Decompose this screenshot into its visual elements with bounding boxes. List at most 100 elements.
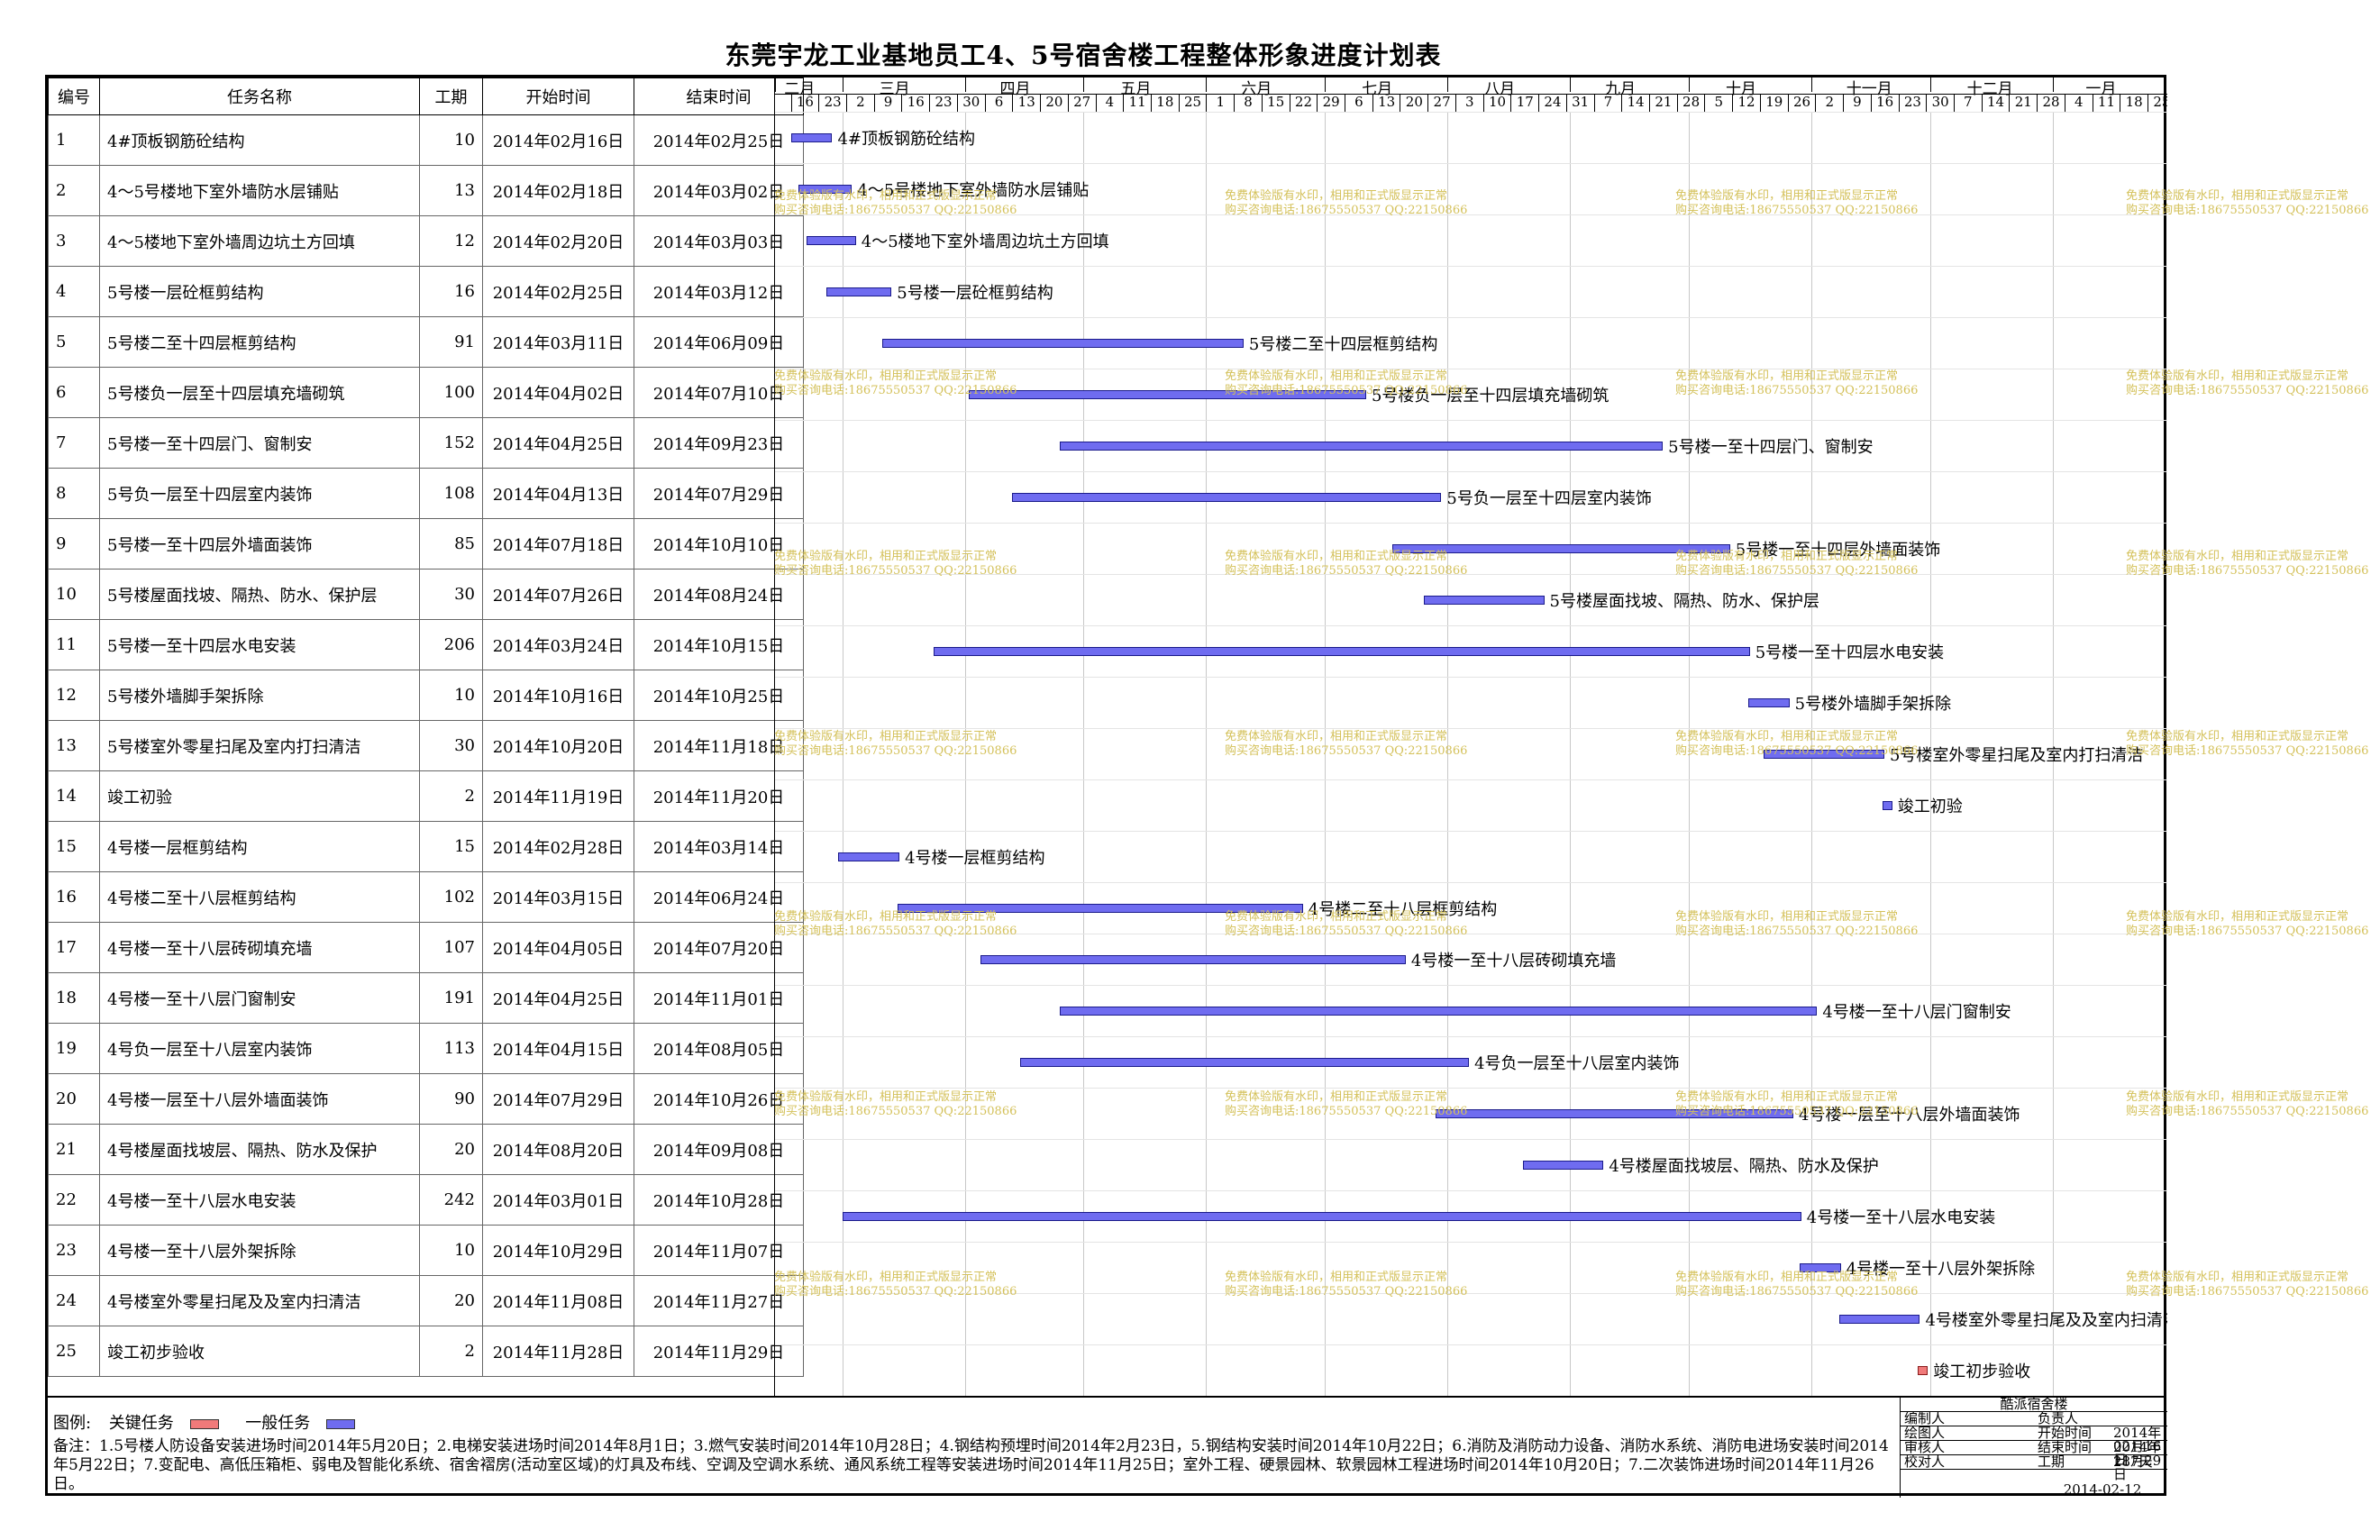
task-bar[interactable] (969, 389, 1366, 399)
task-table: 编号 任务名称 工期 开始时间 结束时间 1 4#顶板钢筋砼结构 10 2014年02… (48, 77, 804, 1377)
task-bar[interactable] (790, 132, 833, 142)
table-row: 14 竣工初验 2 2014年11月19日 2014年11月20日 (48, 770, 804, 822)
cell-start: 2014年07月29日 (482, 1073, 634, 1125)
bar-label: 5号楼一至十四层水电安装 (1755, 642, 1945, 662)
cell-id: 19 (48, 1023, 100, 1074)
cell-start: 2014年10月20日 (482, 720, 634, 771)
month-gridline (2052, 112, 2054, 1396)
task-bar[interactable] (1522, 1160, 1604, 1170)
row-gridline (775, 471, 2167, 472)
task-bar[interactable] (1435, 1108, 1793, 1118)
task-bar[interactable] (898, 903, 1303, 913)
task-bar[interactable] (1060, 441, 1664, 451)
critical-task-bar[interactable] (1918, 1365, 1929, 1375)
day-tick: 25 (1178, 94, 1207, 112)
task-bar[interactable] (838, 852, 900, 861)
cell-name: 5号楼外墙脚手架拆除 (99, 670, 420, 721)
info-row: 审核人 结束时间 2014年11月29日 (1901, 1441, 2167, 1481)
cell-duration: 108 (419, 468, 483, 519)
table-row: 24 4号楼室外零星扫尾及及室内扫清洁 20 2014年11月08日 2014年11月2… (48, 1275, 804, 1326)
bar-label: 5号楼二至十四层框剪结构 (1248, 334, 1438, 354)
gantt-chart: 二月 三月 四月 五月 六月 七月 八月 九月 十月 十一月 十二月 一月 16 23 2 9 16 23 30 6… (774, 77, 2167, 1396)
day-tick: 26 (1787, 94, 1816, 112)
bar-label: 4号楼一层框剪结构 (905, 848, 1045, 868)
cell-duration: 10 (419, 114, 483, 166)
row-gridline (775, 1344, 2167, 1345)
day-tick: 18 (2120, 94, 2147, 112)
task-bar[interactable] (1882, 800, 1892, 810)
page-title: 东莞宇龙工业基地员工4、5号宿舍楼工程整体形象进度计划表 (725, 41, 1442, 70)
day-tick: 21 (1649, 94, 1677, 112)
task-bar[interactable] (1799, 1262, 1841, 1272)
day-tick: 7 (1953, 94, 1982, 112)
day-tick: 11 (2092, 94, 2120, 112)
cell-end: 2014年03月02日 (634, 165, 804, 216)
cell-start: 2014年10月16日 (482, 670, 634, 721)
cell-start: 2014年04月02日 (482, 367, 634, 418)
month-label: 七月 (1325, 77, 1447, 98)
row-gridline (775, 1242, 2167, 1243)
day-tick: 4 (1095, 94, 1124, 112)
task-bar[interactable] (842, 1211, 1801, 1221)
bar-label: 5号楼负一层至十四层填充墙砌筑 (1371, 386, 1609, 406)
cell-name: 4～5楼地下室外墙周边坑土方回填 (99, 215, 420, 267)
table-row: 15 4号楼一层框剪结构 15 2014年02月28日 2014年03月14日 (48, 821, 804, 872)
cell-duration: 2 (419, 1326, 483, 1377)
task-bar[interactable] (1391, 543, 1730, 553)
task-bar[interactable] (1020, 1057, 1470, 1067)
cell-duration: 10 (419, 1225, 483, 1276)
cell-name: 5号楼二至十四层框剪结构 (99, 316, 420, 368)
header-name: 任务名称 (99, 77, 420, 115)
cell-name: 竣工初验 (99, 770, 420, 822)
cell-id: 24 (48, 1275, 100, 1326)
task-bar[interactable] (1012, 492, 1442, 502)
task-bar[interactable] (826, 287, 892, 296)
task-bar[interactable] (1060, 1006, 1818, 1016)
row-gridline (775, 1190, 2167, 1191)
cell-duration: 191 (419, 972, 483, 1024)
day-tick: 31 (1565, 94, 1594, 112)
cell-name: 4号楼屋面找坡层、隔热、防水及保护 (99, 1124, 420, 1175)
table-row: 9 5号楼一至十四层外墙面装饰 85 2014年07月18日 2014年10月10日 (48, 518, 804, 570)
task-bar[interactable] (980, 954, 1406, 964)
footer: 图例: 关键任务 一般任务 备注：1.5号楼人防设备安装进场时间2014年5月2… (48, 1396, 2167, 1498)
schedule-frame: 编号 任务名称 工期 开始时间 结束时间 1 4#顶板钢筋砼结构 10 2014年02… (45, 75, 2368, 1498)
table-row: 19 4号负一层至十八层室内装饰 113 2014年04月15日 2014年08月05日 (48, 1023, 804, 1074)
cell-end: 2014年10月26日 (634, 1073, 804, 1125)
cell-duration: 16 (419, 266, 483, 317)
cell-duration: 20 (419, 1275, 483, 1326)
header-duration: 工期 (419, 77, 483, 115)
month-gridline (1929, 112, 1931, 1396)
day-tick: 3 (1454, 94, 1483, 112)
task-bar[interactable] (881, 338, 1244, 348)
day-tick: 29 (1317, 94, 1345, 112)
day-tick: 1 (1206, 94, 1234, 112)
bar-label: 4号楼屋面找坡层、隔热、防水及保护 (1609, 1156, 1879, 1176)
info-start-date: 2014年02月16日 (2113, 1425, 2162, 1468)
task-bar[interactable] (1764, 749, 1884, 759)
month-label: 十一月 (1810, 77, 1930, 98)
task-bar[interactable] (807, 235, 856, 245)
cell-name: 4号楼一至十八层水电安装 (99, 1174, 420, 1226)
month-gridline (1688, 112, 1690, 1396)
bar-label: 竣工初步验收 (1933, 1362, 2031, 1381)
info-value: 开始时间 (2038, 1425, 2093, 1441)
table-row: 6 5号楼负一层至十四层填充墙砌筑 100 2014年04月02日 2014年07月10… (48, 367, 804, 418)
table-row: 25 竣工初步验收 2 2014年11月28日 2014年11月29日 (48, 1326, 804, 1377)
row-gridline (775, 625, 2167, 626)
cell-end: 2014年08月24日 (634, 569, 804, 620)
cell-duration: 206 (419, 619, 483, 670)
day-tick: 11 (1123, 94, 1151, 112)
task-bar[interactable] (1747, 697, 1790, 707)
month-gridline (1206, 112, 1208, 1396)
legend-normal-swatch (326, 1418, 356, 1429)
task-bar[interactable] (1423, 595, 1545, 605)
cell-duration: 12 (419, 215, 483, 267)
cell-start: 2014年11月19日 (482, 770, 634, 822)
task-bar[interactable] (1838, 1314, 1920, 1324)
cell-id: 17 (48, 922, 100, 973)
month-gridline (1570, 112, 1572, 1396)
cell-duration: 90 (419, 1073, 483, 1125)
task-bar[interactable] (933, 646, 1750, 656)
task-bar[interactable] (798, 184, 853, 194)
